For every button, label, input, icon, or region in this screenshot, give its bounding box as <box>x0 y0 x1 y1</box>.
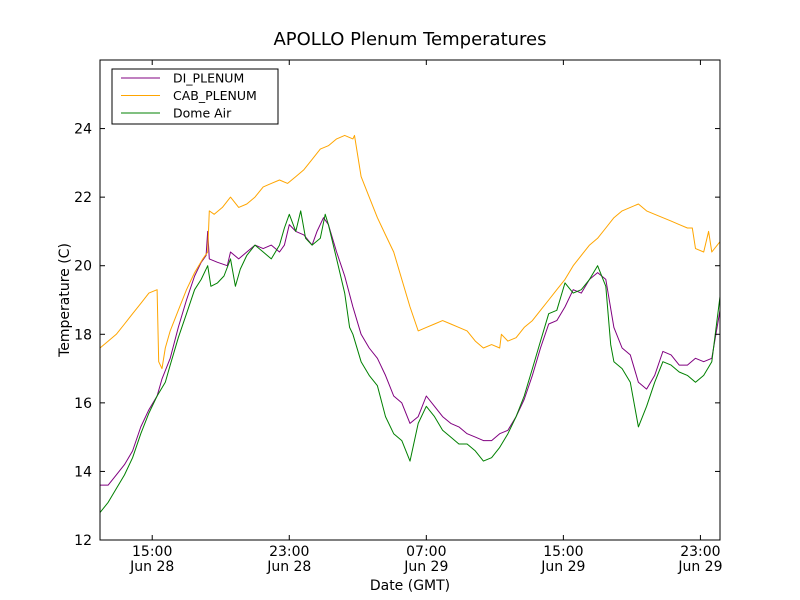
legend: DI_PLENUM CAB_PLENUM Dome Air <box>111 68 279 125</box>
series-line-dome-air <box>99 210 721 513</box>
x-tick-label-time: 07:00 <box>406 544 446 560</box>
legend-label-dome-air: Dome Air <box>173 106 232 121</box>
x-tick-label-date: Jun 29 <box>403 559 448 575</box>
x-tick-label-date: Jun 28 <box>129 559 174 575</box>
y-tick-label: 24 <box>74 122 92 138</box>
y-tick-label: 14 <box>74 464 92 480</box>
y-tick-label: 18 <box>74 327 92 343</box>
y-tick-label: 20 <box>74 259 92 275</box>
y-tick-label: 16 <box>74 396 92 412</box>
x-tick-label-date: Jun 29 <box>540 559 585 575</box>
series-line-cab-plenum <box>99 134 721 370</box>
x-tick-label-time: 23:00 <box>269 544 309 560</box>
y-tick-label: 22 <box>74 190 92 206</box>
y-axis: 12 14 16 18 20 22 24 <box>74 122 720 549</box>
chart-title: APOLLO Plenum Temperatures <box>273 29 546 50</box>
x-tick-label-date: Jun 29 <box>677 559 722 575</box>
x-tick-label-date: Jun 28 <box>266 559 311 575</box>
series-layer <box>99 134 721 513</box>
x-axis-title: Date (GMT) <box>370 578 450 594</box>
x-tick-label-time: 15:00 <box>132 544 172 560</box>
legend-label-di-plenum: DI_PLENUM <box>173 71 244 86</box>
y-axis-title: Temperature (C) <box>57 243 73 358</box>
x-tick-label-time: 23:00 <box>680 544 720 560</box>
plot-frame <box>99 59 721 541</box>
x-tick-label-time: 15:00 <box>543 544 583 560</box>
series-line-di-plenum <box>100 217 721 486</box>
y-tick-label: 12 <box>74 533 92 549</box>
legend-label-cab-plenum: CAB_PLENUM <box>173 88 257 103</box>
